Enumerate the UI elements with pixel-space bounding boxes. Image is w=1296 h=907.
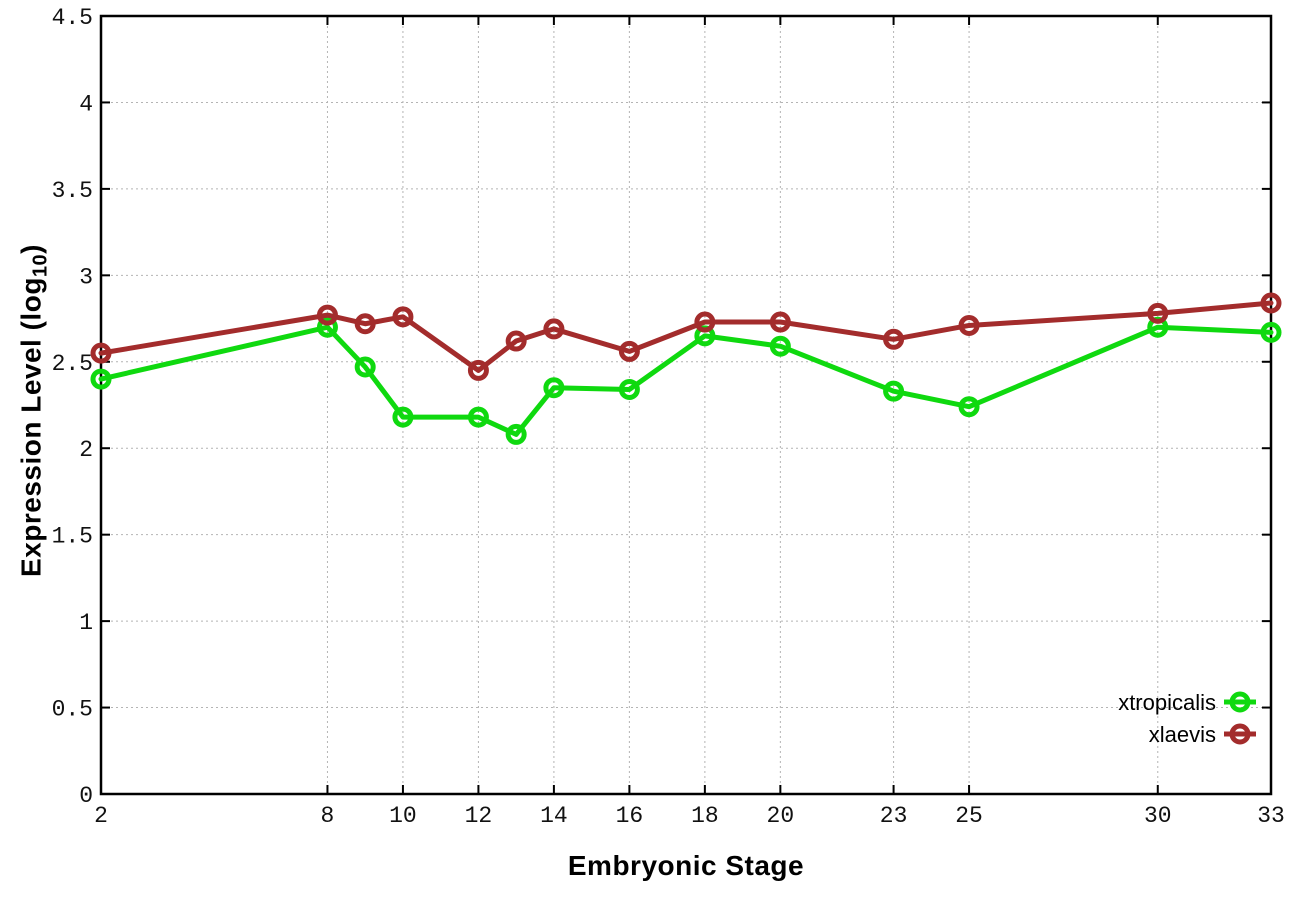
x-tick-label: 25: [955, 803, 983, 829]
x-tick-label: 16: [616, 803, 644, 829]
plot-border: [99, 14, 1273, 796]
y-tick-label: 0.5: [52, 697, 93, 723]
data-point-xlaevis: [1260, 292, 1282, 314]
y-axis-title: Expression Level (log10): [16, 201, 53, 621]
y-tick-label: 3: [79, 264, 93, 290]
series-line-xtropicalis: [98, 324, 1274, 437]
x-tick-label: 8: [321, 803, 335, 829]
data-point-xtropicalis: [543, 377, 565, 399]
data-point-xlaevis: [618, 340, 640, 362]
data-point-xlaevis: [883, 328, 905, 350]
data-point-xtropicalis: [316, 316, 338, 338]
y-tick-label: 2: [79, 437, 93, 463]
legend-marker-xtropicalis: [1229, 691, 1251, 713]
legend-label-xtropicalis: xtropicalis: [1118, 690, 1216, 715]
x-tick-label: 20: [767, 803, 795, 829]
data-point-xtropicalis: [354, 356, 376, 378]
x-tick-label: 14: [540, 803, 568, 829]
data-point-xtropicalis: [1260, 321, 1282, 343]
x-tick-label: 33: [1257, 803, 1285, 829]
x-tick-label: 18: [691, 803, 719, 829]
data-point-xlaevis: [769, 311, 791, 333]
x-tick-label: 12: [465, 803, 493, 829]
y-axis-title-main: Expression Level (log: [15, 277, 47, 577]
data-point-xtropicalis: [883, 380, 905, 402]
x-tick-label: 23: [880, 803, 908, 829]
x-tick-label: 2: [94, 803, 108, 829]
data-point-xlaevis: [694, 311, 716, 333]
data-point-xtropicalis: [618, 378, 640, 400]
y-tick-label: 4.5: [52, 5, 93, 31]
x-axis-title: Embryonic Stage: [567, 850, 805, 881]
y-axis-title-close: ): [15, 244, 47, 254]
data-point-xlaevis: [467, 359, 489, 381]
data-point-xlaevis: [90, 342, 112, 364]
data-point-xlaevis: [505, 330, 527, 352]
y-tick-label: 1: [79, 610, 93, 636]
y-tick-label: 1.5: [52, 524, 93, 550]
data-point-xlaevis: [392, 306, 414, 328]
data-point-xlaevis: [958, 314, 980, 336]
data-point-xtropicalis: [769, 335, 791, 357]
y-axis-title-subscript: 10: [29, 253, 52, 278]
data-point-xlaevis: [1147, 302, 1169, 324]
data-point-xlaevis: [543, 318, 565, 340]
data-point-xlaevis: [316, 304, 338, 326]
y-tick-label: 4: [79, 91, 93, 117]
y-tick-label: 2.5: [52, 351, 93, 377]
data-point-xtropicalis: [392, 406, 414, 428]
legend-marker-xlaevis: [1229, 723, 1251, 745]
x-tick-label: 10: [389, 803, 417, 829]
data-point-xtropicalis: [958, 396, 980, 418]
data-point-xtropicalis: [505, 423, 527, 445]
data-point-xtropicalis: [467, 406, 489, 428]
x-tick-label: 30: [1144, 803, 1172, 829]
data-point-xtropicalis: [90, 368, 112, 390]
data-point-xlaevis: [354, 313, 376, 335]
y-tick-label: 3.5: [52, 178, 93, 204]
legend-label-xlaevis: xlaevis: [1149, 722, 1216, 747]
y-tick-label: 0: [79, 783, 93, 809]
